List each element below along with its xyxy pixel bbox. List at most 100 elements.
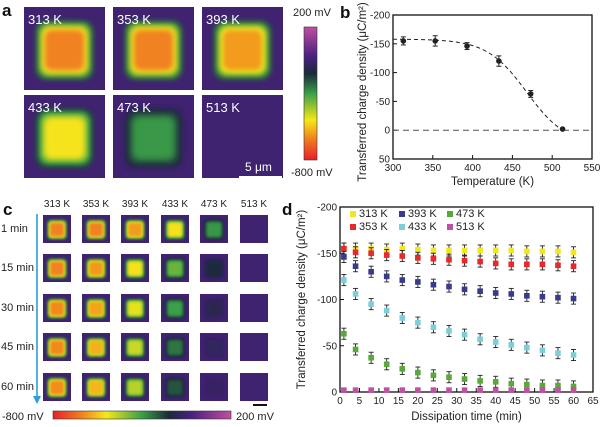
data-point xyxy=(446,280,452,293)
tile-background xyxy=(240,333,268,361)
kpfm-thumbnail xyxy=(43,294,71,322)
kpfm-thumbnail xyxy=(43,373,71,401)
kpfm-thumbnail xyxy=(200,333,228,361)
charge-pattern xyxy=(89,380,103,395)
marker xyxy=(415,255,421,261)
charge-pattern xyxy=(223,30,262,71)
x-tick-label: 10 xyxy=(373,396,385,407)
colorbar-min-label: -800 mV xyxy=(2,411,44,423)
marker xyxy=(555,262,561,269)
charge-pattern xyxy=(207,261,221,276)
data-point xyxy=(464,42,470,51)
data-point xyxy=(446,387,452,393)
kpfm-thumbnail xyxy=(82,254,110,282)
marker xyxy=(539,248,546,255)
charge-pattern xyxy=(134,118,173,159)
y-tick-label: -50 xyxy=(376,97,391,108)
kpfm-thumbnail xyxy=(200,294,228,322)
marker xyxy=(524,293,530,299)
marker xyxy=(341,254,347,260)
marker xyxy=(492,339,499,345)
data-point xyxy=(399,250,406,263)
data-point xyxy=(383,304,390,317)
x-tick-label: 350 xyxy=(424,163,441,174)
marker xyxy=(415,369,421,376)
charge-pattern xyxy=(168,301,182,316)
colorbar-min-label: -800 mV xyxy=(291,167,333,179)
column-temperature-label: 433 K xyxy=(162,199,188,210)
marker xyxy=(559,126,566,132)
marker xyxy=(415,387,421,393)
data-point xyxy=(508,244,515,257)
x-tick-label: 300 xyxy=(385,163,402,174)
marker xyxy=(461,376,468,382)
panel-c: c 313 K 353 K 393 K 433 K 473 K 513 K 1 min 15 m… xyxy=(1,199,275,423)
data-point xyxy=(496,55,502,67)
marker xyxy=(492,387,499,393)
charge-pattern xyxy=(89,301,103,316)
data-point xyxy=(524,258,530,271)
marker xyxy=(352,291,359,297)
marker xyxy=(461,257,468,264)
kpfm-thumbnail xyxy=(161,373,189,401)
marker xyxy=(555,248,561,255)
charge-pattern xyxy=(89,261,103,276)
marker xyxy=(477,258,483,265)
data-point xyxy=(446,324,452,337)
data-point xyxy=(399,362,406,375)
data-point xyxy=(539,258,546,271)
y-tick-label: -100 xyxy=(370,68,390,79)
data-point xyxy=(368,351,374,364)
tile-background xyxy=(240,294,268,322)
x-tick-label: 40 xyxy=(490,396,502,407)
data-point xyxy=(539,387,546,393)
kpfm-image-1: 353 K xyxy=(113,7,194,90)
data-point xyxy=(383,270,390,283)
data-point xyxy=(559,126,566,132)
marker xyxy=(555,294,561,301)
legend-swatch xyxy=(350,224,356,230)
kpfm-thumbnail xyxy=(240,373,268,401)
data-point xyxy=(555,387,561,393)
kpfm-thumbnail xyxy=(82,215,110,243)
panel-a: a 313 K 353 K 393 K 433 K 473 K 513 K 5 μm 200 m… xyxy=(2,1,333,179)
data-point xyxy=(446,371,452,384)
marker xyxy=(383,387,390,393)
x-tick-label: 500 xyxy=(544,163,561,174)
marker xyxy=(399,315,406,321)
data-point xyxy=(430,278,437,291)
panel-d-chart: d 0 5 10 15 20 25 30 35 40 45 50 55 60 65 -200 -150 -100 -… xyxy=(282,200,599,423)
charge-pattern xyxy=(89,340,103,355)
marker xyxy=(430,281,437,288)
kpfm-thumbnail xyxy=(82,333,110,361)
x-axis-title: Temperature (K) xyxy=(451,176,534,188)
x-tick-label: 15 xyxy=(393,396,405,407)
marker xyxy=(492,260,499,267)
data-point xyxy=(508,287,515,300)
marker xyxy=(527,91,534,97)
marker xyxy=(570,352,577,358)
data-point xyxy=(399,387,406,393)
arrow-head-icon xyxy=(33,396,41,404)
row-time-label: 45 min xyxy=(1,341,34,353)
data-point xyxy=(415,316,421,329)
kpfm-thumbnail xyxy=(200,373,228,401)
marker xyxy=(399,277,406,283)
kpfm-thumbnail xyxy=(82,373,110,401)
kpfm-thumbnail xyxy=(121,373,149,401)
legend-item: 353 K xyxy=(350,221,388,233)
legend-item: 313 K xyxy=(350,208,388,220)
marker xyxy=(570,249,577,256)
charge-pattern xyxy=(207,340,221,355)
data-point xyxy=(508,338,515,351)
kpfm-thumbnail xyxy=(43,215,71,243)
series-513K xyxy=(341,387,577,393)
legend-label: 313 K xyxy=(359,208,388,220)
marker xyxy=(524,344,530,351)
marker xyxy=(477,247,483,254)
data-point xyxy=(461,283,468,296)
kpfm-thumbnail xyxy=(161,333,189,361)
data-point xyxy=(352,246,359,259)
marker xyxy=(430,387,437,393)
panel-label-a: a xyxy=(2,1,12,20)
